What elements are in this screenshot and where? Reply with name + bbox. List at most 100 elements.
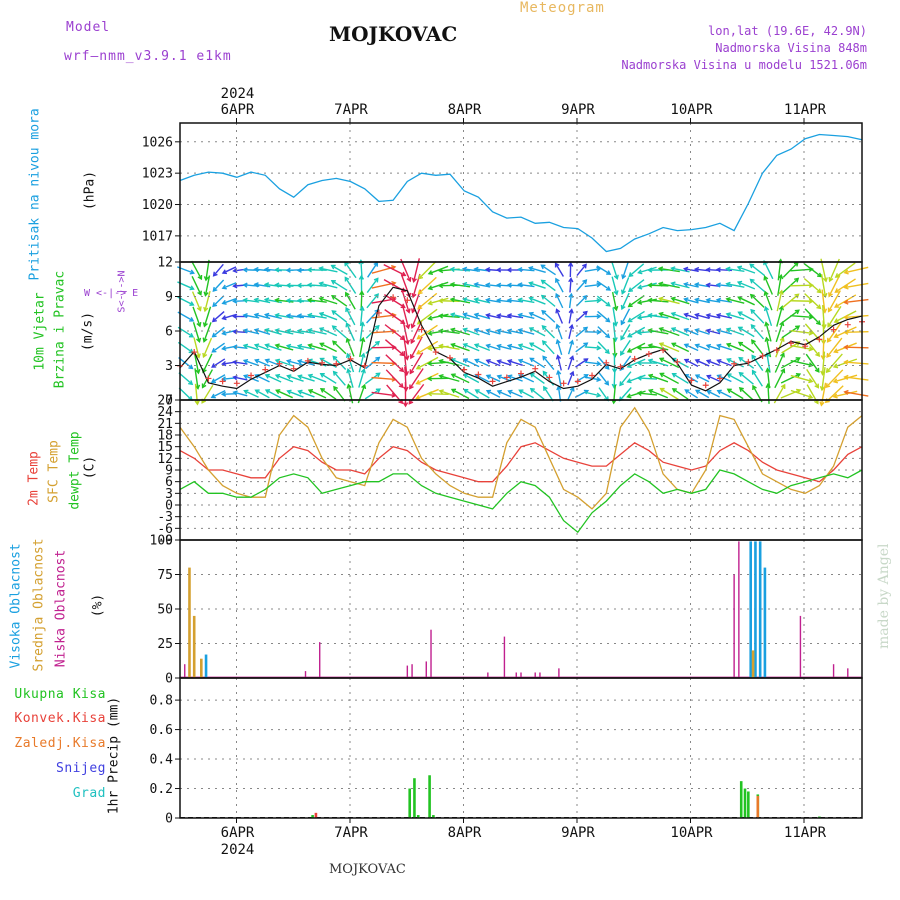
wind-arrow-head (360, 368, 366, 374)
wind-arrow (439, 375, 460, 382)
wind-arrow-head (194, 400, 200, 406)
wind-arrow-head (274, 328, 280, 334)
legend-snow: Snijeg (56, 761, 106, 776)
wind-arrow-head (427, 330, 433, 336)
wind-arrow-head (330, 264, 336, 270)
wind-arrow-head (374, 324, 380, 330)
wind-arrow (191, 275, 202, 296)
wind-arrow-head (275, 389, 281, 394)
low-cloud-bar (832, 664, 835, 678)
wind-arrow (265, 298, 282, 304)
wind-arrow-head (264, 373, 270, 379)
wind-arrow-head (274, 358, 281, 364)
mid-cloud-bar (200, 658, 203, 678)
wind-arrow (671, 312, 690, 321)
wind-arrow (366, 309, 379, 324)
wind-arrow-head (307, 312, 313, 319)
wind-arrow-head (507, 389, 513, 395)
wind-arrow-head (683, 297, 689, 303)
wind-arrow (383, 264, 406, 276)
wind-arrow-head (517, 328, 523, 334)
wind-arrow (475, 359, 490, 367)
wind-arrow-head (211, 332, 217, 338)
wind-arrow-head (474, 358, 480, 364)
wind-arrow (451, 343, 470, 352)
wind-arrow-head (438, 358, 444, 365)
wind-arrow-head (843, 284, 849, 290)
wind-arrow-head (473, 327, 480, 333)
day-label-bottom: 8APR (448, 825, 482, 841)
wind-arrow (507, 344, 524, 351)
wind-arrow-head (569, 386, 575, 392)
wind-arrow-head (628, 272, 634, 278)
wind-arrow (627, 326, 646, 338)
wind-arrow-head (568, 323, 574, 330)
wind-arrow-head (473, 343, 480, 349)
wind-arrow-head (285, 282, 291, 289)
wind-arrow (222, 282, 237, 289)
wind-gust-marker (731, 360, 738, 367)
wind-arrow-head (189, 317, 195, 322)
wind-arrow-head (462, 373, 469, 379)
wind-arrow (212, 326, 225, 338)
wind-arrow (557, 386, 562, 402)
wind-arrow-head (319, 342, 325, 348)
wind-arrow-head (794, 277, 800, 283)
wind-arrow-head (196, 322, 202, 328)
wind-arrow-head (485, 343, 491, 349)
wind-arrow-head (506, 297, 512, 304)
wind-arrow (211, 374, 226, 383)
wind-arrow-head (462, 342, 468, 348)
wind-arrow-head (306, 297, 313, 303)
wind-gust-marker (390, 294, 397, 301)
wind-arrow-head (736, 280, 743, 286)
wind-arrow (821, 289, 826, 313)
wind-arrow (486, 390, 501, 398)
wind-arrow (243, 329, 260, 335)
wind-arrow-head (189, 285, 195, 291)
wind-arrow-head (416, 349, 422, 355)
wind-arrow-head (613, 290, 619, 296)
wind-arrow (265, 329, 282, 335)
wind-arrow (450, 298, 471, 304)
wind-arrow-head (555, 354, 562, 360)
day-label-top: 10APR (670, 102, 713, 118)
wind-arrow-head (410, 323, 416, 329)
wind-arrow (637, 377, 658, 380)
wind-arrow-head (254, 358, 260, 364)
wind-arrow (684, 328, 699, 336)
wind-arrow (752, 370, 763, 387)
wind-arrow-head (683, 281, 689, 288)
wind-arrow-head (834, 288, 840, 293)
wind-arrow (764, 306, 773, 327)
wind-arrow-head (201, 383, 207, 389)
wind-arrow (726, 328, 745, 336)
wind-arrow-head (196, 306, 202, 312)
wind-arrow-head (374, 340, 381, 346)
wind-arrow (508, 390, 523, 398)
wind-gust-marker (248, 372, 255, 379)
wind-arrow-head (605, 317, 611, 323)
wind-arrow (844, 331, 869, 333)
wind-arrow-head (694, 389, 701, 395)
cloud-tick-label: 100 (150, 534, 173, 549)
wind-arrow (557, 370, 562, 387)
wind-gust-marker (361, 362, 368, 369)
wind-arrow-head (596, 360, 602, 367)
wind-arrow-head (474, 389, 480, 394)
wind-arrow-head (220, 391, 227, 397)
wind-arrow-head (427, 270, 434, 276)
wind-arrow (178, 387, 193, 401)
wind-arrow (319, 327, 338, 337)
wind-tick-label: 6 (165, 325, 173, 340)
wind-arrow-head (391, 312, 397, 319)
wind-arrow (575, 342, 588, 353)
wind-arrow-head (684, 389, 690, 394)
wind-arrow-head (825, 368, 831, 374)
wind-arrow-head (737, 311, 743, 317)
wind-arrow (648, 359, 669, 367)
wind-arrow-head (726, 358, 732, 363)
wind-gust-marker (645, 351, 652, 357)
wind-arrow-head (815, 320, 821, 326)
wind-arrow-head (705, 313, 711, 319)
